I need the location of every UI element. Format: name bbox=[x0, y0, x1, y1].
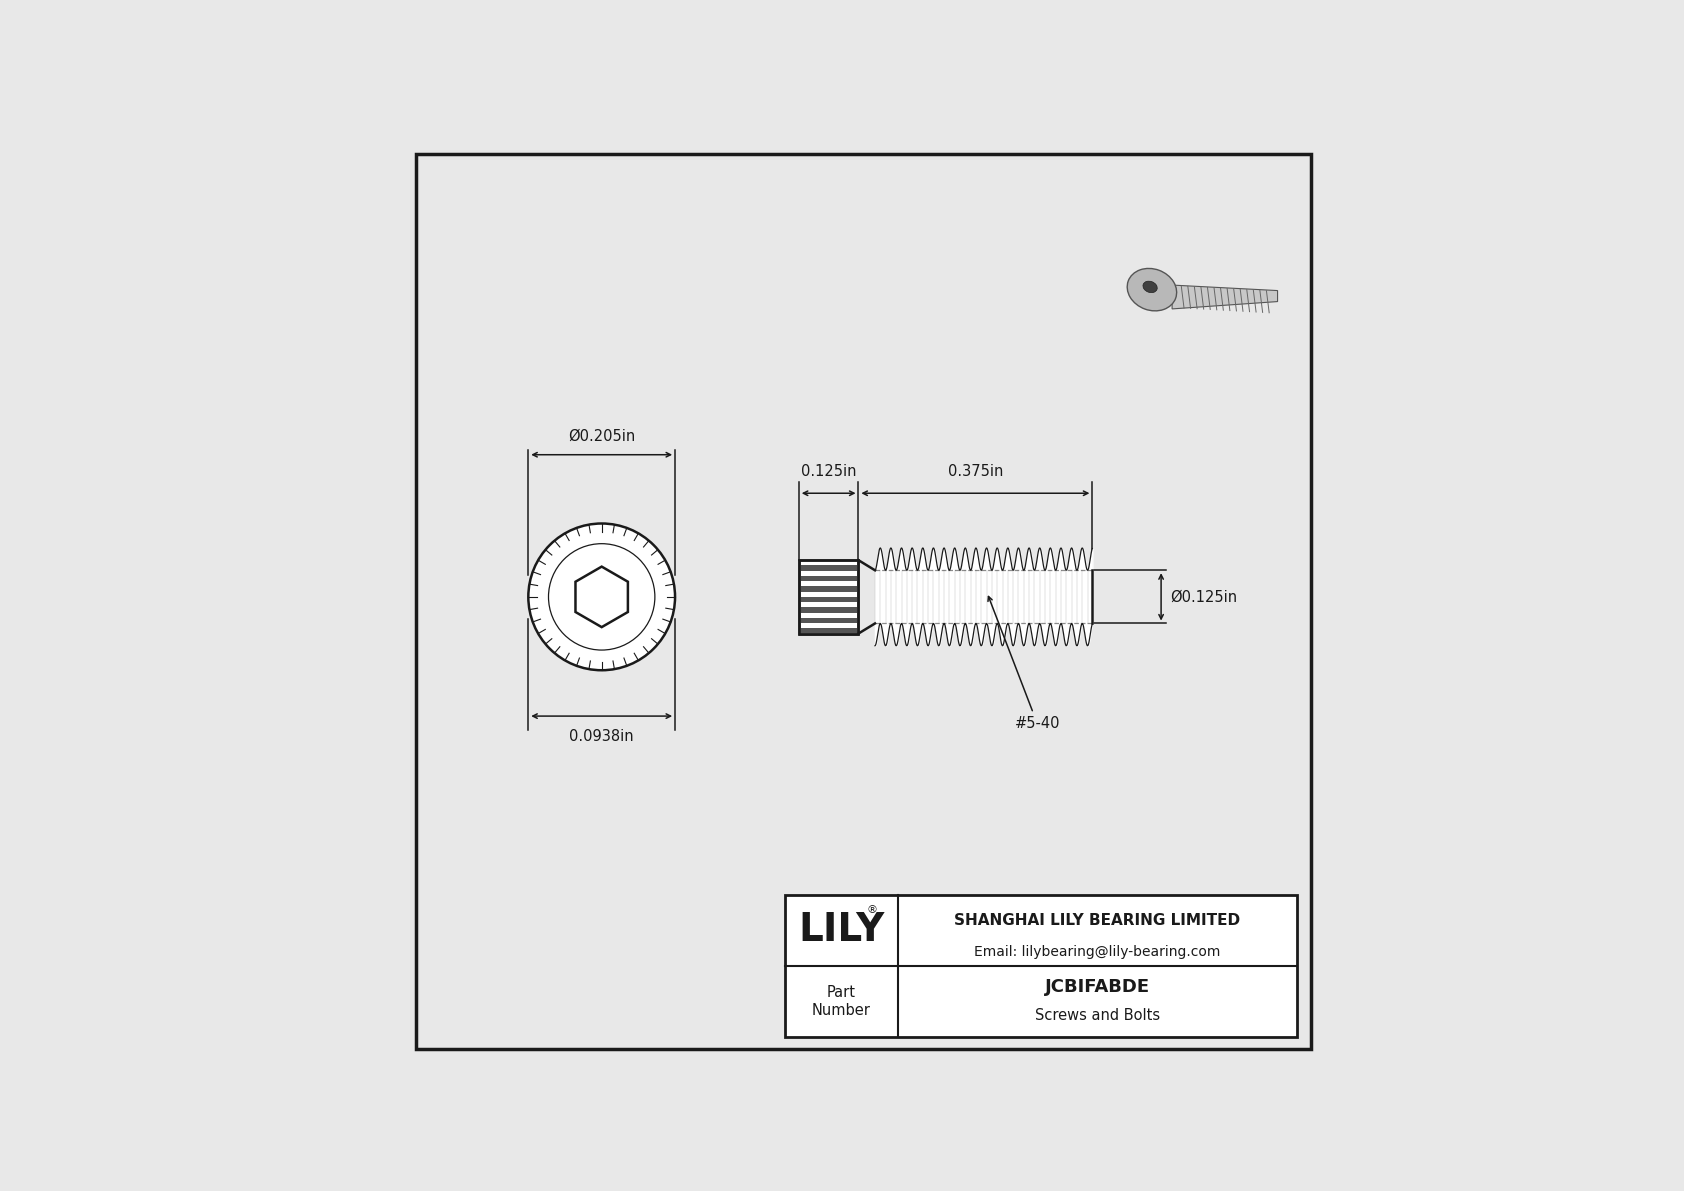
Bar bbox=[798, 560, 859, 634]
Text: Screws and Bolts: Screws and Bolts bbox=[1034, 1009, 1160, 1023]
Ellipse shape bbox=[1143, 281, 1157, 293]
Text: 0.0938in: 0.0938in bbox=[569, 729, 633, 743]
Text: #5-40: #5-40 bbox=[989, 597, 1059, 731]
Text: Part
Number: Part Number bbox=[812, 985, 871, 1018]
Bar bbox=[785, 894, 1297, 1037]
Circle shape bbox=[529, 524, 675, 671]
Text: 0.375in: 0.375in bbox=[948, 464, 1004, 480]
Text: SHANGHAI LILY BEARING LIMITED: SHANGHAI LILY BEARING LIMITED bbox=[955, 913, 1241, 928]
Bar bbox=[798, 576, 859, 581]
Text: ®: ® bbox=[866, 905, 877, 915]
Polygon shape bbox=[1172, 285, 1278, 308]
Text: Email: lilybearing@lily-bearing.com: Email: lilybearing@lily-bearing.com bbox=[973, 944, 1221, 959]
Text: JCBIFABDE: JCBIFABDE bbox=[1044, 978, 1150, 997]
Bar bbox=[798, 586, 859, 592]
Ellipse shape bbox=[1127, 268, 1177, 311]
Text: Ø0.205in: Ø0.205in bbox=[568, 429, 635, 444]
Bar bbox=[798, 629, 859, 634]
Text: Ø0.125in: Ø0.125in bbox=[1170, 590, 1238, 604]
Text: 0.125in: 0.125in bbox=[802, 464, 857, 480]
Bar bbox=[798, 597, 859, 603]
Bar bbox=[798, 560, 859, 634]
Bar bbox=[798, 566, 859, 570]
Bar bbox=[798, 607, 859, 612]
Bar bbox=[798, 618, 859, 623]
Text: LILY: LILY bbox=[798, 911, 884, 949]
